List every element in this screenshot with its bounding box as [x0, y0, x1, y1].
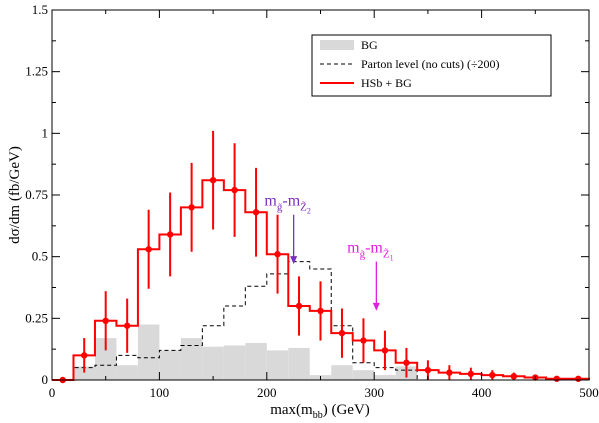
- y-axis-title: dσ/dm (fb/GeV): [7, 146, 23, 244]
- x-tick-label: 400: [472, 385, 492, 400]
- y-tick-label: 1: [42, 125, 49, 140]
- bg-bar: [137, 324, 160, 380]
- signal-point: [317, 307, 324, 315]
- signal-point: [510, 373, 518, 380]
- signal-point: [274, 251, 281, 258]
- signal-point: [381, 347, 389, 354]
- bg-bar: [266, 350, 289, 380]
- signal-point: [360, 337, 367, 344]
- signal-point: [188, 204, 195, 211]
- x-axis-title-subscript: bb: [313, 410, 323, 421]
- signal-point: [553, 375, 560, 382]
- bg-bar: [331, 365, 353, 380]
- signal-point: [446, 369, 453, 376]
- signal-point: [209, 177, 217, 184]
- y-tick-label: 0: [42, 372, 49, 387]
- annotation-label: mg̃-mZ̃2: [264, 193, 310, 216]
- y-tick-label: 1.25: [25, 64, 48, 79]
- x-axis-title-unit: ) (GeV): [323, 402, 370, 418]
- y-tick-label: 0.25: [25, 310, 48, 325]
- annotation-arrow-head: [290, 256, 298, 265]
- x-axis-title-main: max(m: [270, 402, 313, 418]
- bg-bar: [288, 347, 310, 380]
- legend-swatch-bg: [320, 40, 354, 50]
- signal-step-line: [52, 179, 590, 381]
- bg-bar: [202, 346, 224, 380]
- signal-histogram-layer: [52, 130, 590, 384]
- x-tick-label: 300: [364, 385, 384, 400]
- bg-bar: [223, 345, 246, 380]
- y-tick-label: 1.5: [32, 2, 48, 17]
- bg-bar: [94, 338, 117, 380]
- signal-point: [252, 209, 260, 216]
- signal-point: [123, 322, 131, 329]
- annotation-layer: mg̃-mZ̃2 mg̃-mZ̃1: [264, 193, 394, 311]
- signal-point: [575, 375, 582, 382]
- x-tick-label: 500: [579, 385, 599, 400]
- signal-point: [338, 329, 346, 337]
- bg-bar: [116, 365, 138, 380]
- bg-bar: [73, 366, 95, 380]
- signal-point: [102, 317, 109, 324]
- bg-bar: [159, 350, 181, 380]
- y-tick-label: 0.75: [25, 187, 48, 202]
- signal-point: [145, 246, 152, 253]
- x-tick-label: 0: [49, 385, 56, 400]
- legend-label-parton: Parton level (no cuts) (÷200): [361, 57, 500, 71]
- bg-bar: [245, 343, 267, 380]
- signal-point: [166, 231, 174, 238]
- legend: BG Parton level (no cuts) (÷200) HSb + B…: [311, 34, 552, 97]
- signal-point: [424, 366, 432, 374]
- signal-point: [295, 302, 303, 310]
- axis-ticks: 0 100 200 300 400 500 0 0.25 0.5 0.75 1 1.25 1.5: [25, 2, 599, 400]
- bg-bar: [352, 370, 375, 380]
- y-tick-label: 0.5: [32, 249, 48, 264]
- x-tick-label: 200: [257, 385, 277, 400]
- bg-bar: [374, 375, 396, 380]
- signal-point: [489, 371, 496, 379]
- signal-point: [467, 370, 475, 378]
- bg-bar: [180, 338, 203, 380]
- x-tick-label: 100: [150, 385, 170, 400]
- signal-point: [403, 359, 410, 366]
- legend-label-bg: BG: [361, 38, 378, 52]
- annotation-arrow-head: [372, 302, 380, 311]
- x-axis-title: max(mbb) (GeV): [270, 402, 370, 421]
- annotation-label: mg̃-mZ̃1: [347, 240, 393, 263]
- signal-point: [81, 352, 88, 359]
- signal-point: [231, 186, 238, 194]
- background-histogram-layer: [73, 324, 418, 380]
- legend-label-signal: HSb + BG: [361, 76, 412, 90]
